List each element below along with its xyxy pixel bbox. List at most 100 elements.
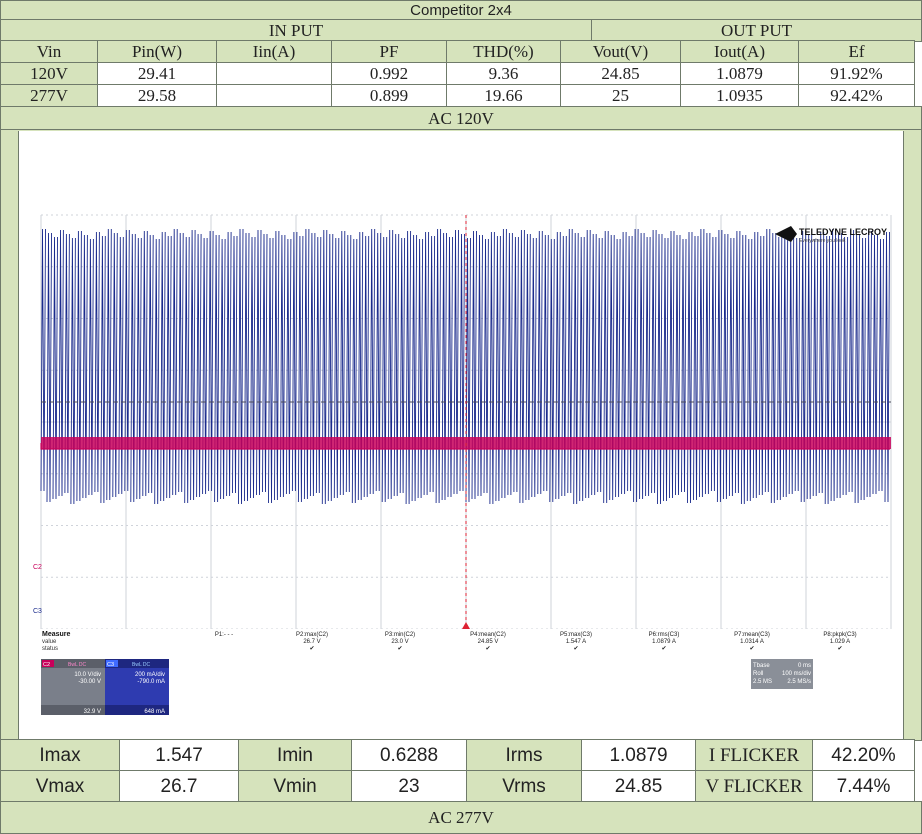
measure-param-3-check: ✔ [397, 646, 402, 652]
c3-channel-descriptor: C3 BwL DC 200 mA/div -790.0 mA 648 mA [105, 659, 169, 715]
measure-title: Measure [42, 631, 71, 638]
data-cell-row0-1: 29.41 [97, 62, 217, 86]
measure-param-5-check: ✔ [573, 646, 578, 652]
data-cell-row0-4: 9.36 [446, 62, 561, 86]
brand-sub-text: Everywhere you look [799, 238, 846, 244]
summary-cell-row0-7: 42.20% [812, 739, 915, 772]
data-cell-row1-2 [216, 84, 332, 108]
timebase-descriptor: Tbase 0 ms Roll 100 ms/div 2.5 MS 2.5 MS… [751, 659, 813, 689]
summary-cell-row1-4: Vrms [466, 770, 582, 803]
summary-cell-row0-1: 1.547 [119, 739, 239, 772]
teledyne-lecroy-logo: TELEDYNE LECROY Everywhere you look [775, 226, 887, 244]
measure-parameters: P1:- - - P2:max(C2)26.7 V✔P3:min(C2)23.0 … [215, 632, 857, 652]
data-cell-row0-2 [216, 62, 332, 86]
svg-text:32.9 V: 32.9 V [84, 709, 101, 715]
data-cell-row0-0: 120V [0, 62, 98, 86]
oscilloscope-screenshot: C2 C3 TELEDYNE LECROY Everywhere you loo… [33, 214, 892, 740]
column-header-3: PF [331, 40, 447, 64]
measure-param-4-label: P4:mean(C2) [470, 632, 506, 638]
summary-cell-row1-0: Vmax [0, 770, 120, 803]
data-cell-row1-5: 25 [560, 84, 681, 108]
report-title: Competitor 2x4 [0, 0, 922, 20]
column-header-5: Vout(V) [560, 40, 681, 64]
measure-param-7-label: P7:mean(C3) [734, 632, 770, 638]
measure-param-5-value: 1.547 A [566, 639, 586, 645]
svg-text:Tbase: Tbase [753, 663, 770, 669]
column-header-4: THD(%) [446, 40, 561, 64]
measure-param-7-check: ✔ [749, 646, 754, 652]
column-header-1: Pin(W) [97, 40, 217, 64]
data-cell-row0-7: 91.92% [798, 62, 915, 86]
data-cell-row0-6: 1.0879 [680, 62, 799, 86]
summary-cell-row0-6: I FLICKER [695, 739, 813, 772]
measure-param-4-check: ✔ [485, 646, 490, 652]
svg-text:-30.00 V: -30.00 V [78, 679, 101, 685]
svg-text:648 mA: 648 mA [144, 709, 165, 715]
measure-param-3-value: 23.0 V [391, 639, 408, 645]
measure-param-3-label: P3:min(C2) [385, 632, 415, 638]
svg-text:2.5 MS/s: 2.5 MS/s [787, 679, 811, 685]
svg-text:2.5 MS: 2.5 MS [753, 679, 772, 685]
summary-cell-row1-5: 24.85 [581, 770, 696, 803]
data-cell-row1-3: 0.899 [331, 84, 447, 108]
data-cell-row1-4: 19.66 [446, 84, 561, 108]
measure-param-5-label: P5:max(C3) [560, 632, 592, 638]
svg-text:BwL DC: BwL DC [68, 662, 87, 668]
data-cell-row0-3: 0.992 [331, 62, 447, 86]
section-ac-277v: AC 277V [0, 801, 922, 834]
svg-text:C2: C2 [43, 662, 50, 668]
measure-param-2-check: ✔ [309, 646, 314, 652]
svg-text:200 mA/div: 200 mA/div [135, 672, 165, 678]
svg-text:0 ms: 0 ms [798, 663, 811, 669]
input-header: IN PUT [0, 19, 592, 42]
svg-text:C3: C3 [107, 662, 114, 668]
measure-param-6-label: P6:rms(C3) [649, 632, 680, 638]
brand-text: TELEDYNE LECROY [799, 227, 887, 237]
measure-param-8-value: 1.029 A [830, 639, 850, 645]
measure-value-caption: value [42, 639, 57, 645]
summary-cell-row1-1: 26.7 [119, 770, 239, 803]
measure-param-2-value: 26.7 V [303, 639, 320, 645]
data-cell-row1-6: 1.0935 [680, 84, 799, 108]
current-waveform-c3 [40, 228, 890, 505]
summary-cell-row0-2: Imin [238, 739, 352, 772]
column-header-7: Ef [798, 40, 915, 64]
measure-param-1-label: P1:- - - [215, 632, 233, 638]
column-header-6: Iout(A) [680, 40, 799, 64]
measure-status-caption: status [42, 646, 58, 652]
data-cell-row1-7: 92.42% [798, 84, 915, 108]
svg-text:100 ms/div: 100 ms/div [782, 671, 811, 677]
summary-cell-row0-5: 1.0879 [581, 739, 696, 772]
measure-param-7-value: 1.0314 A [740, 639, 764, 645]
c3-level-marker: C3 [33, 608, 42, 615]
summary-cell-row1-7: 7.44% [812, 770, 915, 803]
summary-cell-row0-0: Imax [0, 739, 120, 772]
summary-cell-row0-4: Irms [466, 739, 582, 772]
summary-cell-row1-6: V FLICKER [695, 770, 813, 803]
svg-text:10.0 V/div: 10.0 V/div [74, 672, 101, 678]
output-header: OUT PUT [591, 19, 922, 42]
measure-param-8-label: P8:pkpk(C3) [823, 632, 856, 638]
column-header-0: Vin [0, 40, 98, 64]
section-ac-120v: AC 120V [0, 106, 922, 131]
data-cell-row1-1: 29.58 [97, 84, 217, 108]
data-cell-row1-0: 277V [0, 84, 98, 108]
svg-text:BwL DC: BwL DC [132, 662, 151, 668]
summary-cell-row1-3: 23 [351, 770, 467, 803]
svg-text:-790.0 mA: -790.0 mA [137, 679, 165, 685]
column-header-2: Iin(A) [216, 40, 332, 64]
measure-param-6-value: 1.0879 A [652, 639, 676, 645]
trigger-marker [462, 622, 470, 629]
summary-cell-row0-3: 0.6288 [351, 739, 467, 772]
measure-param-8-check: ✔ [837, 646, 842, 652]
data-cell-row0-5: 24.85 [560, 62, 681, 86]
c2-channel-descriptor: C2 BwL DC 10.0 V/div -30.00 V 32.9 V [41, 659, 105, 715]
c2-level-marker: C2 [33, 564, 42, 571]
scope-panel: C2 C3 TELEDYNE LECROY Everywhere you loo… [18, 131, 904, 740]
measure-param-2-label: P2:max(C2) [296, 632, 328, 638]
summary-cell-row1-2: Vmin [238, 770, 352, 803]
measure-param-4-value: 24.85 V [478, 639, 499, 645]
svg-text:Roll: Roll [753, 671, 763, 677]
measure-param-6-check: ✔ [661, 646, 666, 652]
